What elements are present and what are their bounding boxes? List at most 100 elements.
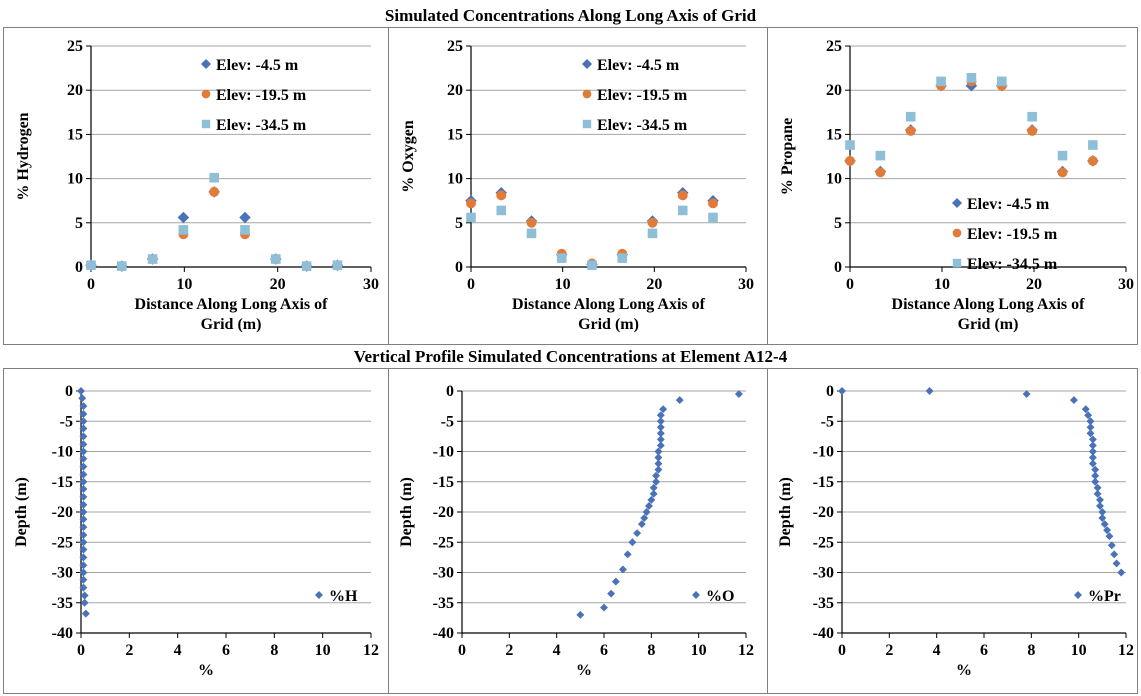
oxygen-scatter-chart: 0 5 10 15 20 25 0 10 20 30 % Oxygen Distance Along … — [400, 38, 754, 333]
y-tick-label: -10 — [52, 444, 73, 461]
chart-panel-propane: 0 5 10 15 20 25 0 10 20 30 % Propane Distance Along… — [767, 27, 1138, 345]
data-point — [1112, 559, 1121, 568]
data-point — [675, 396, 684, 405]
legend-marker — [951, 197, 963, 209]
data-point — [845, 155, 855, 166]
y-tick-label: -40 — [52, 625, 73, 642]
x-tick-label: 0 — [467, 276, 475, 293]
data-point — [301, 261, 312, 271]
x-axis-label: Distance Along Long Axis of Grid (m) — [135, 296, 329, 333]
data-point — [652, 471, 661, 480]
x-tick-label: 8 — [1027, 642, 1035, 659]
x-tick-label: 0 — [846, 276, 854, 293]
data-point — [1057, 167, 1068, 178]
legend-marker — [315, 591, 323, 599]
legend-label: Elev: -19.5 m — [967, 226, 1058, 243]
data-point — [611, 577, 620, 586]
legend-marker — [200, 58, 212, 70]
legend-label: Elev: -4.5 m — [216, 57, 299, 74]
data-point — [178, 225, 189, 235]
hydrogen-scatter-chart: 0 5 10 15 20 25 0 10 20 30 % Hydrogen Distance Alon… — [15, 38, 379, 333]
y-axis-label: Depth (m) — [777, 477, 794, 547]
data-point — [734, 390, 743, 398]
data-point — [1088, 453, 1097, 462]
data-point — [526, 228, 537, 239]
x-tick-label: 12 — [738, 642, 754, 659]
data-point — [79, 568, 88, 577]
top-section-title: Simulated Concentrations Along Long Axis… — [384, 6, 757, 25]
legend-label: Elev: -34.5 m — [597, 117, 688, 134]
data-point — [654, 453, 663, 462]
y-tick-label: 25 — [67, 38, 83, 55]
y-axis-label: Depth (m) — [398, 477, 415, 547]
x-tick-label: 0 — [458, 642, 466, 659]
data-point — [1088, 140, 1098, 150]
legend-label: Elev: -34.5 m — [216, 117, 307, 134]
data-point — [79, 492, 88, 501]
data-point — [79, 515, 88, 524]
data-point — [79, 462, 88, 471]
x-tick-label: 2 — [505, 642, 513, 659]
data-point — [81, 609, 90, 618]
data-point — [1091, 477, 1100, 486]
x-axis-label-line: Grid (m) — [578, 316, 639, 333]
x-tick-label: 0 — [87, 276, 95, 293]
data-point — [708, 198, 718, 209]
series-circle — [845, 76, 1098, 178]
axes — [76, 390, 372, 638]
legend-marker — [952, 258, 962, 268]
legend-label: Elev: -34.5 m — [967, 256, 1058, 273]
data-point — [80, 598, 89, 607]
series-square — [466, 205, 718, 271]
x-tick-label: 4 — [174, 642, 182, 659]
gridlines — [91, 45, 371, 224]
chart-panel-oxygen: 0 5 10 15 20 25 0 10 20 30 % Oxygen Distance Along … — [388, 27, 768, 345]
y-tick-label: -20 — [813, 504, 834, 521]
data-point — [997, 76, 1007, 87]
y-tick-label: 20 — [826, 82, 842, 99]
data-point — [79, 553, 88, 562]
data-point — [1117, 568, 1126, 577]
data-point — [1091, 465, 1100, 474]
y-tick-label: -40 — [433, 625, 454, 642]
x-axis-label-line: Distance Along Long Axis of — [512, 296, 706, 313]
legend-label: %Pr — [1088, 588, 1121, 605]
y-tick-label: -30 — [433, 565, 454, 582]
data-point — [496, 190, 507, 201]
x-tick-label: 30 — [738, 276, 754, 293]
data-point — [79, 583, 88, 592]
y-tick-label: 20 — [67, 82, 83, 99]
x-tick-label: 6 — [222, 642, 230, 659]
data-point — [1096, 495, 1104, 504]
x-axis-label: Distance Along Long Axis of Grid (m) — [892, 296, 1086, 333]
data-point — [240, 225, 250, 235]
y-tick-label: -25 — [433, 534, 454, 551]
gridlines — [842, 390, 1126, 634]
y-tick-label: 0 — [75, 259, 83, 276]
data-point — [77, 387, 85, 395]
legend: Elev: -4.5 m Elev: -19.5 m Elev: -34.5 m — [581, 57, 688, 134]
data-point — [79, 402, 88, 411]
y-tick-label: -5 — [441, 413, 454, 430]
x-tick-label: 12 — [363, 642, 379, 659]
y-tick-label: -30 — [52, 565, 73, 582]
data-point — [79, 477, 88, 486]
data-point — [617, 253, 628, 263]
data-point — [86, 260, 96, 271]
legend: %Pr — [1074, 588, 1121, 605]
data-point — [838, 387, 846, 395]
data-point — [79, 500, 88, 509]
chart-panel-hydrogen: 0 5 10 15 20 25 0 10 20 30 % Hydrogen Distance Alon… — [3, 27, 389, 345]
data-point — [1091, 471, 1100, 480]
legend-label: Elev: -4.5 m — [967, 196, 1050, 213]
x-tick-label: 10 — [555, 276, 571, 293]
data-point — [79, 454, 88, 463]
y-tick-label: -5 — [60, 413, 73, 430]
x-tick-label: 0 — [838, 642, 846, 659]
data-point — [79, 508, 88, 516]
x-tick-label: 2 — [125, 642, 133, 659]
data-point — [645, 501, 653, 510]
data-point — [1027, 111, 1037, 122]
data-point — [936, 76, 946, 87]
legend: Elev: -4.5 m Elev: -19.5 m Elev: -34.5 m — [951, 196, 1058, 273]
